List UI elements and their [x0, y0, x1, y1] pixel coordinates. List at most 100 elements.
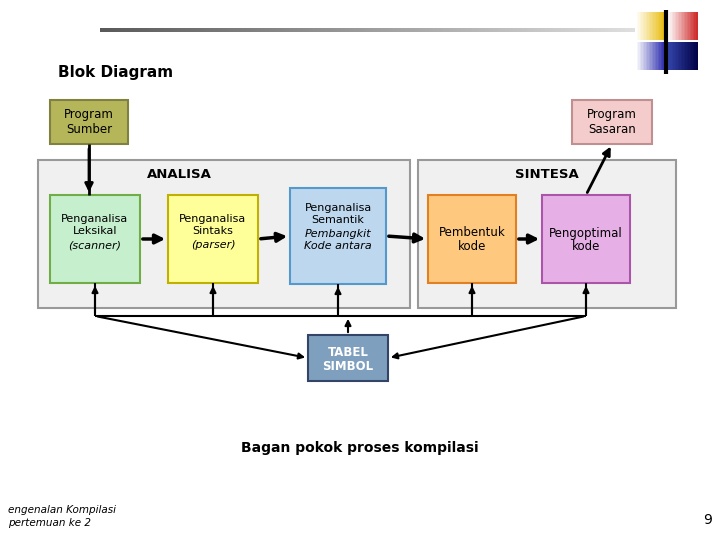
Bar: [481, 28, 482, 32]
Bar: [266, 28, 268, 32]
Bar: [107, 28, 109, 32]
Bar: [244, 28, 246, 32]
Bar: [591, 28, 593, 32]
Bar: [569, 28, 570, 32]
Bar: [228, 28, 229, 32]
Bar: [131, 28, 132, 32]
Bar: [644, 28, 646, 32]
Bar: [102, 28, 103, 32]
Bar: [502, 28, 503, 32]
Bar: [320, 28, 321, 32]
Text: (scanner): (scanner): [68, 240, 122, 250]
Text: SINTESA: SINTESA: [515, 167, 579, 180]
Bar: [493, 28, 495, 32]
Bar: [143, 28, 145, 32]
Bar: [696, 12, 698, 40]
Bar: [325, 28, 327, 32]
Bar: [464, 28, 466, 32]
Bar: [284, 28, 285, 32]
Text: Kode antara: Kode antara: [304, 241, 372, 251]
Bar: [149, 28, 150, 32]
Bar: [397, 28, 398, 32]
Bar: [168, 195, 258, 283]
Bar: [555, 28, 557, 32]
Bar: [328, 28, 330, 32]
Bar: [607, 28, 608, 32]
Bar: [679, 42, 681, 70]
Text: Pembentuk: Pembentuk: [438, 226, 505, 240]
Bar: [112, 28, 114, 32]
Bar: [583, 28, 585, 32]
Bar: [308, 335, 388, 381]
Bar: [554, 28, 555, 32]
Bar: [683, 42, 685, 70]
Bar: [435, 28, 436, 32]
Bar: [253, 28, 254, 32]
Bar: [247, 28, 248, 32]
Bar: [477, 28, 478, 32]
Bar: [127, 28, 128, 32]
Bar: [628, 28, 629, 32]
Bar: [279, 28, 281, 32]
Bar: [647, 12, 649, 40]
Bar: [276, 28, 278, 32]
Bar: [615, 28, 617, 32]
Bar: [621, 28, 622, 32]
Bar: [292, 28, 293, 32]
Bar: [342, 28, 343, 32]
Bar: [600, 28, 601, 32]
Bar: [323, 28, 324, 32]
Bar: [333, 28, 334, 32]
Bar: [664, 12, 665, 40]
Bar: [451, 28, 453, 32]
Bar: [639, 12, 642, 40]
Bar: [447, 28, 449, 32]
Bar: [675, 42, 677, 70]
Bar: [676, 12, 678, 40]
Bar: [686, 12, 688, 40]
Bar: [468, 28, 469, 32]
Bar: [109, 28, 112, 32]
Bar: [185, 28, 187, 32]
Bar: [240, 28, 241, 32]
Bar: [377, 28, 379, 32]
Bar: [670, 12, 672, 40]
Bar: [413, 28, 415, 32]
Bar: [608, 28, 610, 32]
Bar: [121, 28, 122, 32]
Bar: [667, 42, 669, 70]
Bar: [207, 28, 208, 32]
Bar: [649, 12, 650, 40]
Bar: [429, 28, 431, 32]
Bar: [392, 28, 394, 32]
Bar: [297, 28, 299, 32]
Bar: [416, 28, 418, 32]
Bar: [150, 28, 152, 32]
Bar: [693, 12, 695, 40]
Bar: [508, 28, 509, 32]
Bar: [441, 28, 443, 32]
Bar: [456, 28, 457, 32]
Bar: [650, 28, 652, 32]
Bar: [176, 28, 177, 32]
Bar: [336, 28, 337, 32]
Bar: [174, 28, 176, 32]
Bar: [616, 28, 618, 32]
Bar: [188, 28, 189, 32]
Text: Penganalisa: Penganalisa: [305, 203, 372, 213]
Bar: [404, 28, 405, 32]
Bar: [539, 28, 541, 32]
Bar: [683, 12, 685, 40]
Text: Program
Sumber: Program Sumber: [64, 108, 114, 136]
Bar: [220, 28, 222, 32]
Bar: [690, 12, 691, 40]
Bar: [170, 28, 171, 32]
Bar: [510, 28, 512, 32]
Bar: [613, 28, 616, 32]
Bar: [653, 28, 654, 32]
Bar: [559, 28, 561, 32]
Bar: [650, 12, 652, 40]
Bar: [588, 28, 589, 32]
Text: 9: 9: [703, 513, 712, 527]
Bar: [586, 28, 588, 32]
